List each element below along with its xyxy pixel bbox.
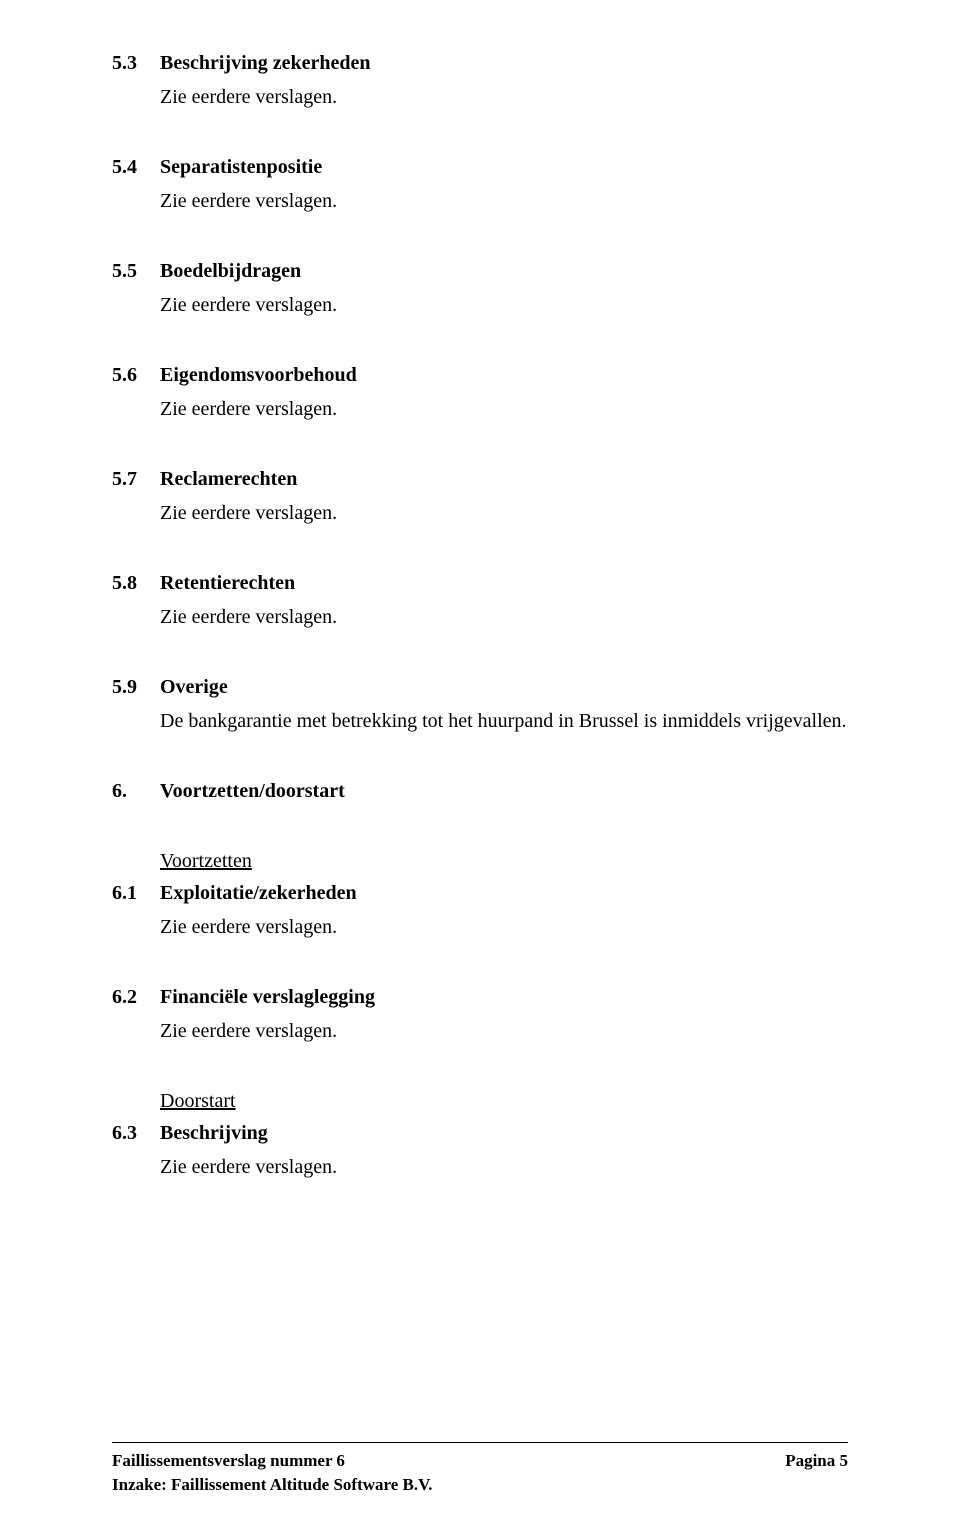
- section-6-1: 6.1 Exploitatie/zekerheden Zie eerdere v…: [112, 878, 848, 942]
- section-row: 5.9 Overige: [112, 672, 848, 702]
- section-row: 5.4 Separatistenpositie: [112, 152, 848, 182]
- section-content: Zie eerdere verslagen.: [160, 1016, 848, 1046]
- section-5-7: 5.7 Reclamerechten Zie eerdere verslagen…: [112, 464, 848, 528]
- section-number: 6.2: [112, 982, 160, 1012]
- section-title: Overige: [160, 672, 228, 702]
- section-content: Zie eerdere verslagen.: [160, 82, 848, 112]
- section-title: Exploitatie/zekerheden: [160, 878, 357, 908]
- section-row: 5.3 Beschrijving zekerheden: [112, 48, 848, 78]
- section-row: 5.7 Reclamerechten: [112, 464, 848, 494]
- section-content: De bankgarantie met betrekking tot het h…: [160, 706, 848, 736]
- footer-line-2: Inzake: Faillissement Altitude Software …: [112, 1473, 432, 1497]
- section-title: Financiële verslaglegging: [160, 982, 375, 1012]
- section-title: Eigendomsvoorbehoud: [160, 360, 357, 390]
- section-title: Retentierechten: [160, 568, 295, 598]
- footer-left: Faillissementsverslag nummer 6 Inzake: F…: [112, 1449, 432, 1497]
- section-6-2: 6.2 Financiële verslaglegging Zie eerder…: [112, 982, 848, 1046]
- section-row: 6.3 Beschrijving: [112, 1118, 848, 1148]
- section-row: 6.1 Exploitatie/zekerheden: [112, 878, 848, 908]
- section-content: Zie eerdere verslagen.: [160, 1152, 848, 1182]
- section-6-3: 6.3 Beschrijving Zie eerdere verslagen.: [112, 1118, 848, 1182]
- section-title: Reclamerechten: [160, 464, 297, 494]
- subsection-voortzetten: Voortzetten: [160, 846, 848, 876]
- section-number: 5.6: [112, 360, 160, 390]
- section-row: 5.8 Retentierechten: [112, 568, 848, 598]
- heading-number: 6.: [112, 776, 160, 806]
- subsection-doorstart: Doorstart: [160, 1086, 848, 1116]
- section-number: 6.3: [112, 1118, 160, 1148]
- section-content: Zie eerdere verslagen.: [160, 394, 848, 424]
- footer-divider: [112, 1442, 848, 1443]
- section-content: Zie eerdere verslagen.: [160, 498, 848, 528]
- footer-page-number: Pagina 5: [785, 1449, 848, 1497]
- section-5-6: 5.6 Eigendomsvoorbehoud Zie eerdere vers…: [112, 360, 848, 424]
- page-footer: Faillissementsverslag nummer 6 Inzake: F…: [112, 1442, 848, 1497]
- section-content: Zie eerdere verslagen.: [160, 290, 848, 320]
- section-number: 5.8: [112, 568, 160, 598]
- section-number: 5.5: [112, 256, 160, 286]
- section-content: Zie eerdere verslagen.: [160, 912, 848, 942]
- heading-title: Voortzetten/doorstart: [160, 776, 345, 806]
- footer-line-1: Faillissementsverslag nummer 6: [112, 1449, 432, 1473]
- section-row: 6.2 Financiële verslaglegging: [112, 982, 848, 1012]
- section-content: Zie eerdere verslagen.: [160, 186, 848, 216]
- section-number: 5.7: [112, 464, 160, 494]
- section-title: Separatistenpositie: [160, 152, 322, 182]
- section-number: 6.1: [112, 878, 160, 908]
- section-number: 5.4: [112, 152, 160, 182]
- section-5-3: 5.3 Beschrijving zekerheden Zie eerdere …: [112, 48, 848, 112]
- section-5-8: 5.8 Retentierechten Zie eerdere verslage…: [112, 568, 848, 632]
- section-5-9: 5.9 Overige De bankgarantie met betrekki…: [112, 672, 848, 736]
- page-content: 5.3 Beschrijving zekerheden Zie eerdere …: [112, 48, 848, 1182]
- section-row: 5.6 Eigendomsvoorbehoud: [112, 360, 848, 390]
- footer-content: Faillissementsverslag nummer 6 Inzake: F…: [112, 1449, 848, 1497]
- section-content: Zie eerdere verslagen.: [160, 602, 848, 632]
- section-row: 5.5 Boedelbijdragen: [112, 256, 848, 286]
- section-title: Boedelbijdragen: [160, 256, 301, 286]
- section-5-5: 5.5 Boedelbijdragen Zie eerdere verslage…: [112, 256, 848, 320]
- section-number: 5.9: [112, 672, 160, 702]
- heading-6: 6. Voortzetten/doorstart: [112, 776, 848, 806]
- section-title: Beschrijving: [160, 1118, 268, 1148]
- section-5-4: 5.4 Separatistenpositie Zie eerdere vers…: [112, 152, 848, 216]
- section-number: 5.3: [112, 48, 160, 78]
- section-title: Beschrijving zekerheden: [160, 48, 371, 78]
